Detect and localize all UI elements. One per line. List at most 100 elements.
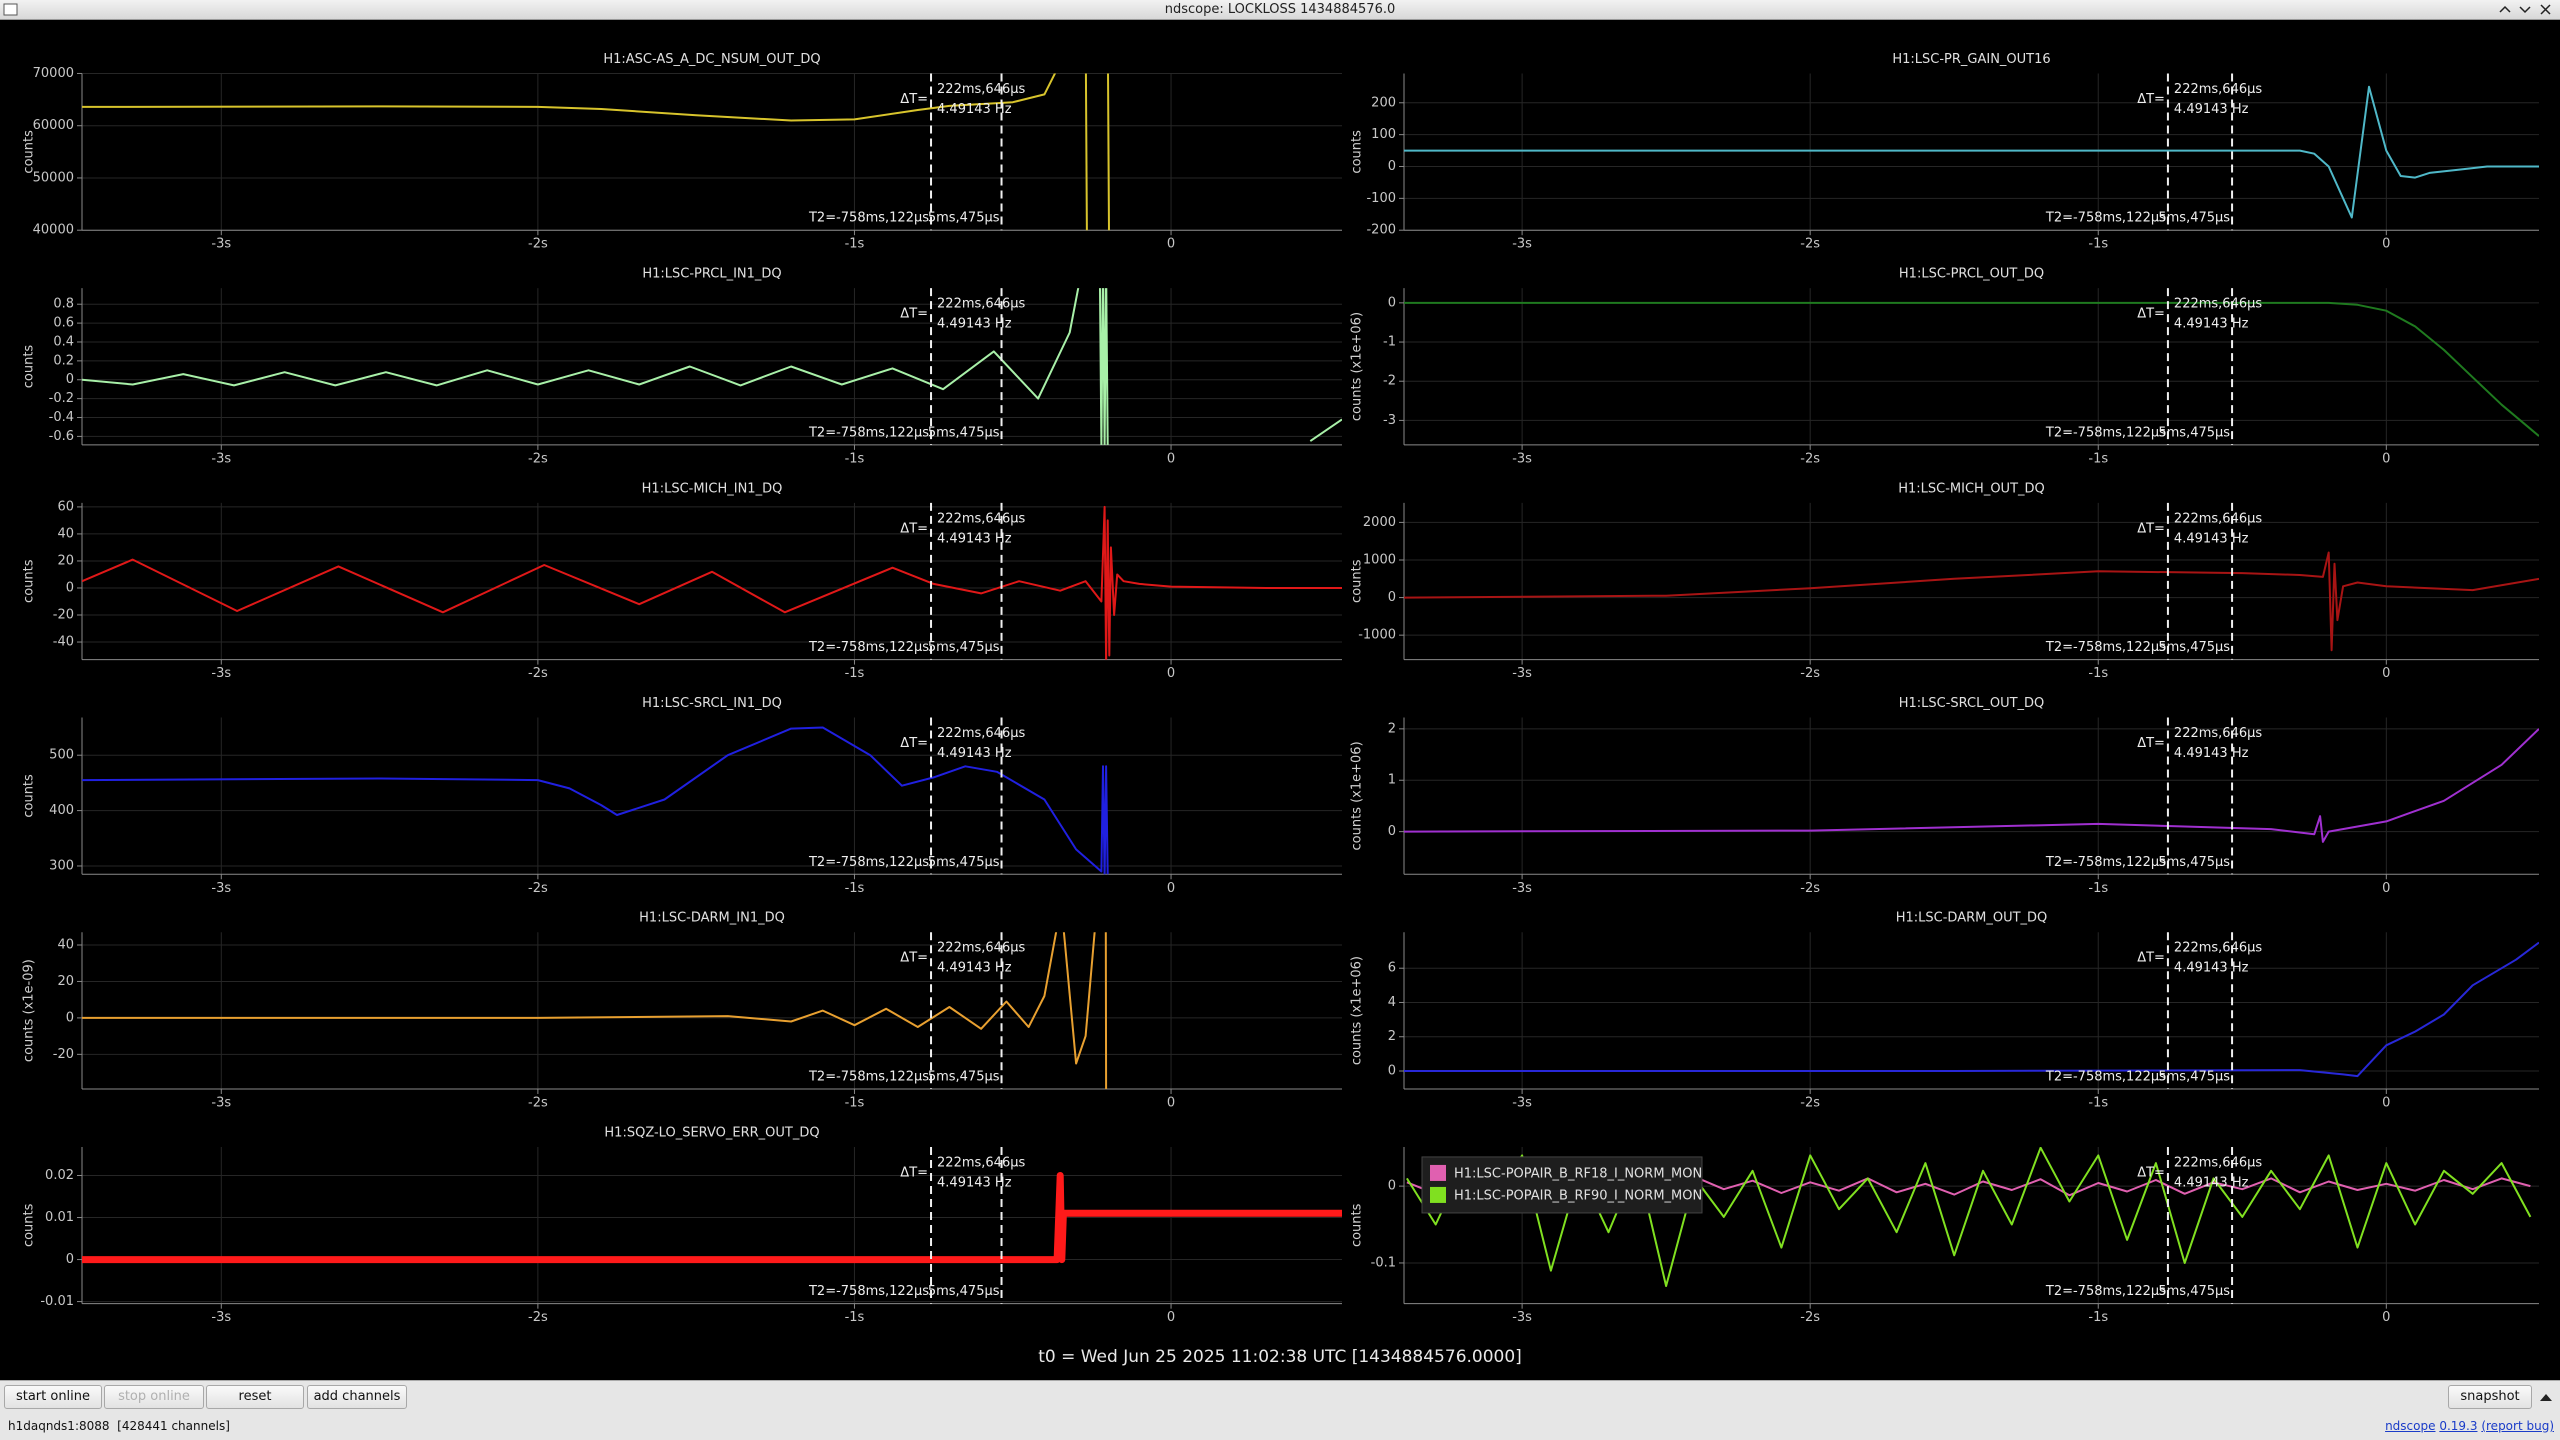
window-controls[interactable] xyxy=(2496,1,2556,19)
y-tick-label: 0 xyxy=(1388,295,1396,310)
y-tick-label: -200 xyxy=(1366,223,1396,238)
x-tick-label: -2s xyxy=(528,881,548,896)
plot: -0.1 0 -3s -2s -1s 0 counts ΔT= 222ms,646µs 4.491… xyxy=(1350,1146,2539,1325)
legend-label: H1:LSC-POPAIR_B_RF18_I_NORM_MON xyxy=(1454,1166,1702,1181)
x-tick-label: 0 xyxy=(2382,1095,2390,1110)
report-link[interactable]: (report bug) xyxy=(2481,1419,2554,1433)
delta-value: 222ms,646µs xyxy=(2174,297,2262,312)
t2-label: T2=-758ms,122µs xyxy=(808,425,929,440)
snapshot-button[interactable]: snapshot xyxy=(2448,1385,2532,1409)
maximize-button[interactable] xyxy=(2519,6,2531,14)
app-link[interactable]: ndscope xyxy=(2385,1419,2436,1433)
y-axis-label: counts xyxy=(1350,559,1365,603)
plot-title: H1:LSC-SRCL_IN1_DQ xyxy=(642,696,782,711)
t2-label: T2=-758ms,122µs xyxy=(2045,855,2166,870)
y-tick-label: 100 xyxy=(1371,127,1396,142)
plot-title: H1:LSC-PRCL_IN1_DQ xyxy=(642,267,781,282)
y-axis-label: counts (x1e+06) xyxy=(1350,312,1365,421)
x-tick-label: 0 xyxy=(2382,237,2390,252)
delta-value: 222ms,646µs xyxy=(2174,511,2262,526)
collapse-button[interactable] xyxy=(2536,1387,2556,1407)
x-tick-label: 0 xyxy=(1167,666,1175,681)
series-line xyxy=(1404,301,2539,437)
delta-label: ΔT= xyxy=(900,307,928,322)
t2-label: T2=-758ms,122µs xyxy=(808,1284,929,1299)
t1-label: 5ms,475µs xyxy=(928,1069,1000,1084)
y-tick-label: 0 xyxy=(66,580,74,595)
y-tick-label: 2000 xyxy=(1363,515,1396,530)
start-online-button[interactable]: start online xyxy=(4,1385,102,1409)
y-axis-label: counts (x1e-09) xyxy=(22,959,37,1062)
t1-label: 5ms,475µs xyxy=(928,211,1000,226)
x-tick-label: -3s xyxy=(211,451,231,466)
t2-label: T2=-758ms,122µs xyxy=(808,1069,929,1084)
legend-label: H1:LSC-POPAIR_B_RF90_I_NORM_MON xyxy=(1454,1188,1702,1203)
stop-online-button: stop online xyxy=(104,1385,204,1409)
reset-button[interactable]: reset xyxy=(206,1385,304,1409)
y-tick-label: -20 xyxy=(53,608,74,623)
y-tick-label: 1000 xyxy=(1363,552,1396,567)
t2-label: T2=-758ms,122µs xyxy=(808,211,929,226)
t0-label: t0 = Wed Jun 25 2025 11:02:38 UTC [14348… xyxy=(1038,1347,1522,1367)
plot: -0.01 0 0.01 0.02 -3s -2s -1s 0 H1:SQZ-LO_SERVO_… xyxy=(22,1125,1342,1325)
x-tick-label: -2s xyxy=(1800,881,1820,896)
t1-label: 5ms,475µs xyxy=(2158,1069,2230,1084)
version-link[interactable]: 0.19.3 xyxy=(2439,1419,2478,1433)
x-tick-label: -2s xyxy=(528,1310,548,1325)
frequency-value: 4.49143 Hz xyxy=(2174,102,2249,117)
y-tick-label: 0 xyxy=(66,372,74,387)
y-tick-label: -2 xyxy=(1383,374,1396,389)
delta-value: 222ms,646µs xyxy=(937,941,1025,956)
plot: -1000 0 1000 2000 -3s -2s -1s 0 H1:LSC-MICH_OUT_… xyxy=(1350,481,2539,681)
t1-label: 5ms,475µs xyxy=(2158,425,2230,440)
y-tick-label: 1 xyxy=(1388,773,1396,788)
plot: 40000 50000 60000 70000 -3s -2s -1s 0 H1:ASC-AS_… xyxy=(22,52,1342,252)
minimize-button[interactable] xyxy=(2499,5,2511,13)
data-layer xyxy=(82,1172,1342,1264)
frequency-value: 4.49143 Hz xyxy=(2174,317,2249,332)
data-layer xyxy=(1404,551,2539,652)
y-tick-label: -20 xyxy=(53,1047,74,1062)
data-layer xyxy=(1404,728,2539,843)
x-tick-label: -1s xyxy=(845,666,865,681)
t2-label: T2=-758ms,122µs xyxy=(808,855,929,870)
x-tick-label: -3s xyxy=(211,1095,231,1110)
x-tick-label: -3s xyxy=(1512,1095,1532,1110)
delta-label: ΔT= xyxy=(2137,951,2165,966)
t2-label: T2=-758ms,122µs xyxy=(2045,640,2166,655)
plot-title: H1:LSC-PRCL_OUT_DQ xyxy=(1899,267,2044,282)
t2-label: T2=-758ms,122µs xyxy=(808,640,929,655)
delta-label: ΔT= xyxy=(900,736,928,751)
y-axis-label: counts xyxy=(1350,130,1365,174)
x-tick-label: 0 xyxy=(1167,1310,1175,1325)
y-tick-label: 0.4 xyxy=(53,334,74,349)
close-button[interactable] xyxy=(2540,4,2551,15)
y-tick-label: 0 xyxy=(1388,1063,1396,1078)
y-tick-label: 300 xyxy=(49,858,74,873)
legend-swatch xyxy=(1430,1186,1446,1203)
add-channels-button[interactable]: add channels xyxy=(307,1385,407,1409)
x-tick-label: -2s xyxy=(528,451,548,466)
plot: -3 -2 -1 0 -3s -2s -1s 0 H1:LSC-PRCL_OUT_DQcount… xyxy=(1350,267,2539,466)
x-tick-label: -2s xyxy=(528,237,548,252)
y-tick-label: 0 xyxy=(66,1252,74,1267)
x-tick-label: -1s xyxy=(2088,881,2108,896)
data-layer xyxy=(1404,301,2539,437)
x-tick-label: -1s xyxy=(845,881,865,896)
x-tick-label: -1s xyxy=(2088,237,2108,252)
x-tick-label: -3s xyxy=(211,666,231,681)
plot-title: H1:LSC-DARM_IN1_DQ xyxy=(639,911,785,926)
y-tick-label: 40 xyxy=(57,938,74,953)
plot: -200 -100 0 100 200 -3s -2s -1s 0 H1:LSC-PR_GAIN_… xyxy=(1350,52,2539,252)
x-tick-label: -3s xyxy=(211,237,231,252)
x-tick-label: -3s xyxy=(1512,237,1532,252)
y-tick-label: -1000 xyxy=(1358,628,1396,643)
legend-swatch xyxy=(1430,1164,1446,1181)
y-tick-label: 20 xyxy=(57,974,74,989)
x-tick-label: -1s xyxy=(845,451,865,466)
y-tick-label: 0 xyxy=(1388,159,1396,174)
data-layer xyxy=(82,726,1109,875)
t1-label: 5ms,475µs xyxy=(2158,1284,2230,1299)
